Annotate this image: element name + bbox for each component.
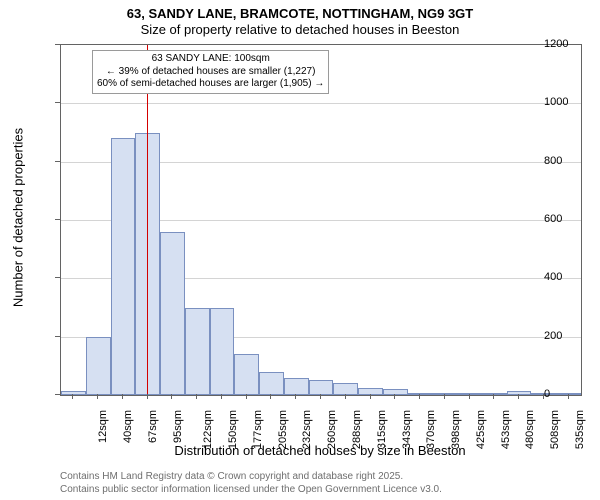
x-tick-label: 150sqm <box>227 410 239 449</box>
x-tick-label: 398sqm <box>450 410 462 449</box>
histogram-bar <box>185 308 210 396</box>
histogram-bar <box>160 232 185 395</box>
y-tick-mark <box>55 394 60 395</box>
x-tick-label: 315sqm <box>376 410 388 449</box>
x-tick-mark <box>370 394 371 399</box>
y-tick-mark <box>55 102 60 103</box>
x-tick-label: 40sqm <box>122 410 134 443</box>
y-tick-label: 200 <box>544 330 596 342</box>
x-tick-label: 288sqm <box>351 410 363 449</box>
x-tick-mark <box>97 394 98 399</box>
y-tick-label: 600 <box>544 213 596 225</box>
histogram-bar <box>284 378 309 396</box>
chart-title-sub: Size of property relative to detached ho… <box>0 22 600 37</box>
x-tick-mark <box>147 394 148 399</box>
x-tick-label: 95sqm <box>172 410 184 443</box>
footer-line2: Contains public sector information licen… <box>60 483 442 496</box>
histogram-bar <box>432 393 457 395</box>
x-tick-label: 425sqm <box>475 410 487 449</box>
y-axis-label: Number of detached properties <box>11 118 26 318</box>
x-tick-mark <box>221 394 222 399</box>
chart-title-main: 63, SANDY LANE, BRAMCOTE, NOTTINGHAM, NG… <box>0 6 600 21</box>
annotation-line: 60% of semi-detached houses are larger (… <box>97 78 324 91</box>
x-tick-label: 12sqm <box>97 410 109 443</box>
x-tick-label: 535sqm <box>574 410 586 449</box>
y-tick-mark <box>55 219 60 220</box>
x-tick-mark <box>518 394 519 399</box>
annotation-box: 63 SANDY LANE: 100sqm← 39% of detached h… <box>92 50 329 94</box>
plot-area <box>60 44 582 396</box>
y-tick-label: 1000 <box>544 96 596 108</box>
histogram-bar <box>111 138 136 395</box>
grid-line <box>61 103 581 104</box>
y-tick-mark <box>55 44 60 45</box>
annotation-line: ← 39% of detached houses are smaller (1,… <box>97 66 324 79</box>
x-tick-mark <box>72 394 73 399</box>
y-tick-mark <box>55 277 60 278</box>
x-tick-label: 205sqm <box>277 410 289 449</box>
x-tick-label: 260sqm <box>326 410 338 449</box>
x-tick-label: 453sqm <box>500 410 512 449</box>
x-tick-label: 122sqm <box>203 410 215 449</box>
x-tick-mark <box>295 394 296 399</box>
histogram-bar <box>309 380 334 395</box>
y-tick-label: 400 <box>544 271 596 283</box>
x-tick-mark <box>419 394 420 399</box>
x-tick-label: 177sqm <box>252 410 264 449</box>
histogram-bar <box>210 308 235 396</box>
footer-line1: Contains HM Land Registry data © Crown c… <box>60 470 442 483</box>
histogram-bar <box>61 391 86 395</box>
y-tick-mark <box>55 336 60 337</box>
x-tick-mark <box>122 394 123 399</box>
histogram-bar <box>86 337 111 395</box>
x-tick-mark <box>469 394 470 399</box>
x-tick-mark <box>246 394 247 399</box>
x-tick-label: 232sqm <box>302 410 314 449</box>
x-tick-mark <box>394 394 395 399</box>
histogram-bar <box>333 383 358 395</box>
y-tick-label: 0 <box>544 388 596 400</box>
y-tick-label: 800 <box>544 155 596 167</box>
x-tick-mark <box>345 394 346 399</box>
x-tick-label: 508sqm <box>549 410 561 449</box>
histogram-bar <box>259 372 284 395</box>
x-tick-mark <box>543 394 544 399</box>
y-tick-label: 1200 <box>544 38 596 50</box>
histogram-bar <box>234 354 259 395</box>
chart-container: 63, SANDY LANE, BRAMCOTE, NOTTINGHAM, NG… <box>0 0 600 500</box>
x-tick-mark <box>196 394 197 399</box>
x-tick-mark <box>568 394 569 399</box>
histogram-bar <box>457 393 482 395</box>
x-tick-mark <box>444 394 445 399</box>
x-tick-mark <box>493 394 494 399</box>
x-tick-label: 480sqm <box>524 410 536 449</box>
x-tick-mark <box>320 394 321 399</box>
x-tick-label: 343sqm <box>401 410 413 449</box>
property-marker-line <box>147 45 148 395</box>
x-tick-label: 370sqm <box>425 410 437 449</box>
annotation-line: 63 SANDY LANE: 100sqm <box>97 53 324 66</box>
histogram-bar <box>358 388 383 395</box>
x-tick-label: 67sqm <box>147 410 159 443</box>
y-tick-mark <box>55 161 60 162</box>
x-tick-mark <box>171 394 172 399</box>
x-tick-mark <box>270 394 271 399</box>
footer-attribution: Contains HM Land Registry data © Crown c… <box>60 470 442 496</box>
